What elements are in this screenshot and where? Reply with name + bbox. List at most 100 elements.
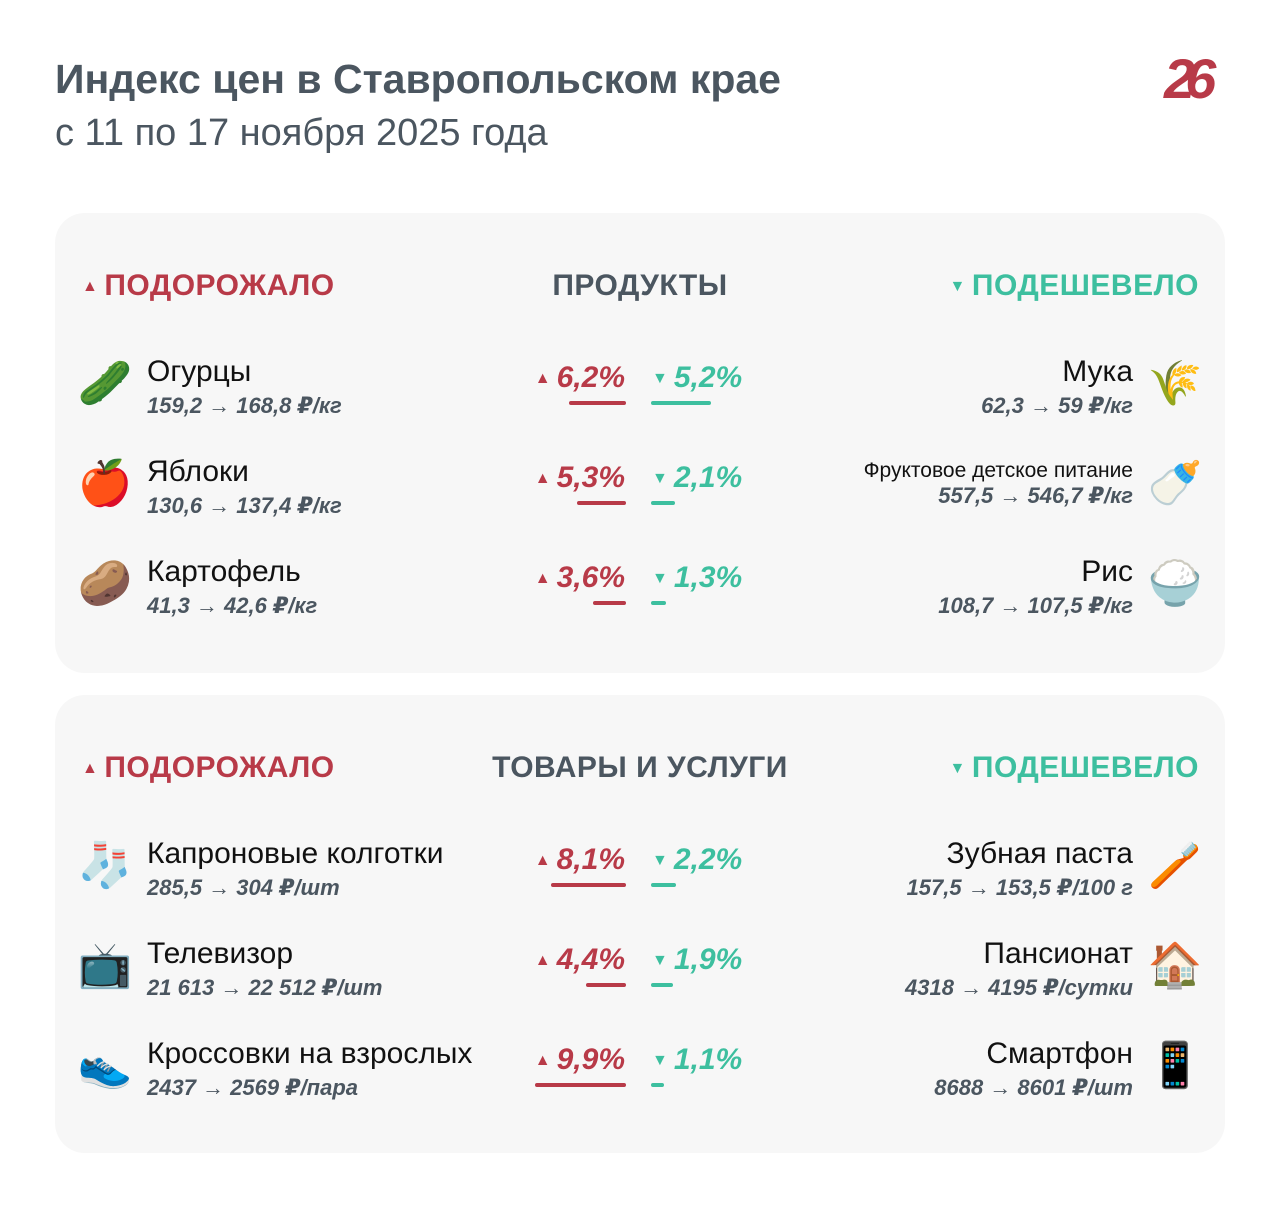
- fell-bar: [651, 401, 711, 405]
- triangle-down-icon: ▼: [949, 278, 966, 296]
- product-icon: 🥔: [77, 558, 133, 609]
- rose-item-name: Огурцы: [147, 355, 252, 388]
- triangle-up-icon: ▲: [534, 470, 551, 488]
- section-card: ПРОДУКТЫ ▲ ПОДОРОЖАЛО ▼ ПОДЕШЕВЕЛО 🥒 Огурц…: [55, 213, 1225, 673]
- rose-percent-value: 3,6%: [556, 561, 625, 594]
- triangle-up-icon: ▲: [534, 852, 551, 870]
- rose-bar: [585, 983, 626, 987]
- rose-bar: [577, 501, 626, 505]
- rose-item-price: 41,3 → 42,6 ₽/кг: [147, 593, 318, 618]
- rose-bar: [568, 401, 626, 405]
- fell-bar: [651, 501, 676, 505]
- product-icon: 🌾: [1147, 358, 1203, 409]
- triangle-down-icon: ▼: [652, 470, 668, 488]
- product-icon: 🍎: [77, 458, 133, 509]
- price-row: 👟 Кроссовки на взрослых 2437 → 2569 ₽/па…: [55, 1037, 1225, 1117]
- price-row: 🍎 Яблоки 130,6 → 137,4 ₽/кг ▲ 5,3% ▼ 2,1% …: [55, 455, 1225, 535]
- rose-percent: ▲ 9,9%: [535, 1043, 625, 1077]
- rose-percent: ▲ 3,6%: [535, 561, 625, 595]
- rose-percent-value: 4,4%: [556, 943, 625, 976]
- triangle-up-icon: ▲: [534, 952, 551, 970]
- rose-percent-value: 5,3%: [556, 461, 625, 494]
- rose-percent: ▲ 4,4%: [535, 943, 625, 977]
- fell-label: ПОДЕШЕВЕЛО: [971, 751, 1199, 784]
- product-icon: 🏠: [1147, 940, 1203, 991]
- triangle-down-icon: ▼: [949, 760, 966, 778]
- rose-percent-value: 9,9%: [556, 1043, 625, 1076]
- product-icon: 🧦: [77, 840, 133, 891]
- rose-header: ▲ ПОДОРОЖАЛО: [82, 751, 335, 785]
- rose-item-name: Капроновые колготки: [147, 837, 444, 870]
- triangle-down-icon: ▼: [652, 570, 668, 588]
- rose-item-name: Картофель: [147, 555, 301, 588]
- fell-item-name: Пансионат: [983, 937, 1133, 970]
- fell-item-price: 557,5 → 546,7 ₽/кг: [938, 483, 1133, 508]
- triangle-down-icon: ▼: [652, 370, 668, 388]
- fell-item-price: 108,7 → 107,5 ₽/кг: [938, 593, 1133, 618]
- fell-item-name: Смартфон: [986, 1037, 1133, 1070]
- rose-item-name: Кроссовки на взрослых: [147, 1037, 473, 1070]
- product-icon: 📱: [1147, 1040, 1203, 1091]
- rose-header: ▲ ПОДОРОЖАЛО: [82, 269, 335, 303]
- rose-percent: ▲ 6,2%: [535, 361, 625, 395]
- triangle-down-icon: ▼: [652, 852, 668, 870]
- price-row: 🥔 Картофель 41,3 → 42,6 ₽/кг ▲ 3,6% ▼ 1,3%…: [55, 555, 1225, 635]
- fell-bar: [651, 1083, 664, 1087]
- fell-item-name: Мука: [1062, 355, 1133, 388]
- fell-bar: [651, 983, 673, 987]
- fell-percent-value: 1,3%: [673, 561, 743, 594]
- product-icon: 🍼: [1147, 458, 1203, 509]
- rose-item-price: 130,6 → 137,4 ₽/кг: [147, 493, 342, 518]
- triangle-up-icon: ▲: [534, 370, 551, 388]
- product-icon: 🍚: [1147, 558, 1203, 609]
- section-title: ПРОДУКТЫ: [552, 269, 728, 302]
- fell-label: ПОДЕШЕВЕЛО: [971, 269, 1199, 302]
- rose-percent: ▲ 8,1%: [535, 843, 625, 877]
- fell-item-name: Зубная паста: [946, 837, 1134, 870]
- triangle-up-icon: ▲: [82, 278, 99, 296]
- fell-header: ▼ ПОДЕШЕВЕЛО: [950, 269, 1199, 303]
- section-title: ТОВАРЫ И УСЛУГИ: [492, 751, 788, 784]
- fell-bar: [651, 883, 677, 887]
- triangle-up-icon: ▲: [534, 1052, 551, 1070]
- fell-percent-value: 2,1%: [673, 461, 743, 494]
- fell-percent: ▼ 1,3%: [652, 561, 742, 595]
- rose-item-price: 285,5 → 304 ₽/шт: [147, 875, 340, 900]
- page-title: Индекс цен в Ставропольском крае: [55, 56, 781, 102]
- rose-bar: [551, 883, 626, 887]
- rose-percent: ▲ 5,3%: [535, 461, 625, 495]
- rose-bar: [534, 1083, 626, 1087]
- price-row: 🥒 Огурцы 159,2 → 168,8 ₽/кг ▲ 6,2% ▼ 5,2% …: [55, 355, 1225, 435]
- logo-26: 26: [1163, 48, 1227, 110]
- fell-item-price: 8688 → 8601 ₽/шт: [934, 1075, 1133, 1100]
- fell-percent-value: 5,2%: [673, 361, 743, 394]
- fell-percent: ▼ 1,9%: [652, 943, 742, 977]
- fell-percent: ▼ 2,2%: [652, 843, 742, 877]
- product-icon: 👟: [77, 1040, 133, 1091]
- rose-label: ПОДОРОЖАЛО: [104, 751, 335, 784]
- rose-item-price: 159,2 → 168,8 ₽/кг: [147, 393, 342, 418]
- triangle-up-icon: ▲: [82, 760, 99, 778]
- price-row: 📺 Телевизор 21 613 → 22 512 ₽/шт ▲ 4,4% ▼…: [55, 937, 1225, 1017]
- fell-percent-value: 1,1%: [673, 1043, 743, 1076]
- fell-percent: ▼ 5,2%: [652, 361, 742, 395]
- triangle-up-icon: ▲: [534, 570, 551, 588]
- fell-percent-value: 1,9%: [673, 943, 743, 976]
- product-icon: 🥒: [77, 358, 133, 409]
- rose-item-price: 2437 → 2569 ₽/пара: [147, 1075, 358, 1100]
- product-icon: 🪥: [1147, 840, 1203, 891]
- fell-percent: ▼ 2,1%: [652, 461, 742, 495]
- triangle-down-icon: ▼: [652, 952, 668, 970]
- fell-item-price: 4318 → 4195 ₽/сутки: [905, 975, 1133, 1000]
- rose-percent-value: 6,2%: [556, 361, 625, 394]
- price-row: 🧦 Капроновые колготки 285,5 → 304 ₽/шт ▲…: [55, 837, 1225, 917]
- fell-item-price: 157,5 → 153,5 ₽/100 г: [906, 875, 1133, 900]
- fell-item-name: Фруктовое детское питание: [863, 459, 1133, 482]
- product-icon: 📺: [77, 940, 133, 991]
- page-subtitle: с 11 по 17 ноября 2025 года: [55, 112, 548, 154]
- fell-percent-value: 2,2%: [673, 843, 743, 876]
- rose-item-name: Яблоки: [147, 455, 249, 488]
- rose-bar: [592, 601, 626, 605]
- rose-percent-value: 8,1%: [556, 843, 625, 876]
- fell-bar: [651, 601, 666, 605]
